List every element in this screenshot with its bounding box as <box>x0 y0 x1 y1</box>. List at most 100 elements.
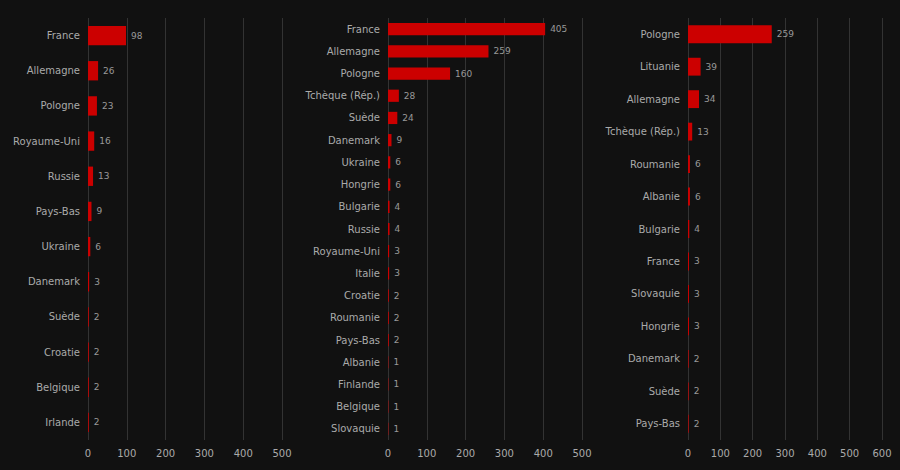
svg-text:4: 4 <box>395 202 401 212</box>
svg-text:500: 500 <box>272 448 291 459</box>
svg-text:Slovaquie: Slovaquie <box>631 288 680 299</box>
svg-text:2: 2 <box>94 417 100 427</box>
svg-text:Suède: Suède <box>649 386 680 397</box>
svg-text:France: France <box>647 256 680 267</box>
svg-text:2: 2 <box>394 313 400 323</box>
svg-text:23: 23 <box>102 101 113 111</box>
svg-text:9: 9 <box>396 135 402 145</box>
svg-text:6: 6 <box>95 242 101 252</box>
svg-text:4: 4 <box>395 224 401 234</box>
svg-text:Pologne: Pologne <box>40 100 80 111</box>
svg-text:Pologne: Pologne <box>640 29 680 40</box>
svg-text:France: France <box>47 30 80 41</box>
svg-text:26: 26 <box>103 66 115 76</box>
svg-text:Allemagne: Allemagne <box>627 94 680 105</box>
svg-text:6: 6 <box>395 180 401 190</box>
svg-text:Pologne: Pologne <box>340 68 380 79</box>
svg-text:9: 9 <box>96 206 102 216</box>
svg-text:3: 3 <box>694 256 700 266</box>
svg-text:500: 500 <box>572 448 591 459</box>
svg-text:Belgique: Belgique <box>36 382 80 393</box>
svg-text:600: 600 <box>872 448 891 459</box>
svg-text:Allemagne: Allemagne <box>27 65 80 76</box>
svg-text:100: 100 <box>711 448 730 459</box>
svg-text:39: 39 <box>706 62 718 72</box>
svg-text:Lituanie: Lituanie <box>640 61 680 72</box>
svg-text:259: 259 <box>777 29 794 39</box>
svg-text:3: 3 <box>694 321 700 331</box>
svg-text:2: 2 <box>694 354 700 364</box>
svg-text:Albanie: Albanie <box>643 191 680 202</box>
svg-text:Suède: Suède <box>349 112 380 123</box>
svg-text:Bulgarie: Bulgarie <box>339 201 381 212</box>
svg-text:3: 3 <box>394 268 400 278</box>
svg-text:34: 34 <box>704 94 716 104</box>
svg-text:Pays-Bas: Pays-Bas <box>336 335 380 346</box>
svg-text:1: 1 <box>393 379 399 389</box>
svg-text:0: 0 <box>685 448 691 459</box>
svg-text:Ukraine: Ukraine <box>41 241 80 252</box>
svg-text:4: 4 <box>694 224 700 234</box>
svg-text:2: 2 <box>394 335 400 345</box>
svg-text:2: 2 <box>394 291 400 301</box>
svg-text:Tchèque (Rép.): Tchèque (Rép.) <box>605 126 680 137</box>
svg-text:Royaume-Uni: Royaume-Uni <box>13 136 80 147</box>
svg-text:Croatie: Croatie <box>44 347 80 358</box>
svg-text:100: 100 <box>417 448 436 459</box>
svg-text:28: 28 <box>404 91 416 101</box>
svg-text:259: 259 <box>493 46 510 56</box>
svg-text:6: 6 <box>695 159 701 169</box>
svg-text:Belgique: Belgique <box>336 401 380 412</box>
svg-text:13: 13 <box>98 171 109 181</box>
svg-text:Ukraine: Ukraine <box>341 157 380 168</box>
svg-text:Roumanie: Roumanie <box>330 312 380 323</box>
svg-text:Irlande: Irlande <box>45 417 80 428</box>
svg-text:France: France <box>347 24 380 35</box>
svg-text:6: 6 <box>695 192 701 202</box>
svg-text:500: 500 <box>840 448 859 459</box>
svg-text:100: 100 <box>117 448 136 459</box>
svg-text:3: 3 <box>94 277 100 287</box>
svg-text:Danemark: Danemark <box>28 276 80 287</box>
svg-text:160: 160 <box>455 69 472 79</box>
svg-text:Croatie: Croatie <box>344 290 380 301</box>
svg-text:2: 2 <box>694 419 700 429</box>
svg-text:24: 24 <box>402 113 414 123</box>
svg-text:Danemark: Danemark <box>628 353 680 364</box>
svg-text:Hongrie: Hongrie <box>341 179 380 190</box>
svg-text:200: 200 <box>743 448 762 459</box>
svg-text:0: 0 <box>385 448 391 459</box>
svg-text:Bulgarie: Bulgarie <box>639 224 681 235</box>
svg-text:Russie: Russie <box>48 171 80 182</box>
svg-text:3: 3 <box>694 289 700 299</box>
svg-text:2: 2 <box>694 386 700 396</box>
svg-text:Pays-Bas: Pays-Bas <box>36 206 80 217</box>
svg-text:Hongrie: Hongrie <box>641 321 680 332</box>
svg-text:2: 2 <box>94 347 100 357</box>
svg-text:6: 6 <box>395 157 401 167</box>
svg-text:Suède: Suède <box>49 311 80 322</box>
svg-text:Allemagne: Allemagne <box>327 46 380 57</box>
svg-text:1: 1 <box>393 402 399 412</box>
svg-text:0: 0 <box>85 448 91 459</box>
svg-text:2: 2 <box>94 312 100 322</box>
svg-text:Finlande: Finlande <box>338 379 380 390</box>
svg-text:Albanie: Albanie <box>343 357 380 368</box>
svg-text:400: 400 <box>808 448 827 459</box>
svg-text:300: 300 <box>195 448 214 459</box>
svg-text:Roumanie: Roumanie <box>630 159 680 170</box>
svg-text:405: 405 <box>550 24 567 34</box>
svg-text:Slovaquie: Slovaquie <box>331 423 380 434</box>
svg-text:300: 300 <box>775 448 794 459</box>
svg-text:Italie: Italie <box>355 268 380 279</box>
svg-text:300: 300 <box>495 448 514 459</box>
svg-text:2: 2 <box>94 382 100 392</box>
svg-text:200: 200 <box>156 448 175 459</box>
svg-text:Danemark: Danemark <box>328 135 380 146</box>
svg-text:400: 400 <box>534 448 553 459</box>
svg-text:1: 1 <box>393 357 399 367</box>
svg-text:3: 3 <box>394 246 400 256</box>
svg-text:200: 200 <box>456 448 475 459</box>
svg-text:Tchèque (Rép.): Tchèque (Rép.) <box>305 90 380 101</box>
svg-text:400: 400 <box>234 448 253 459</box>
